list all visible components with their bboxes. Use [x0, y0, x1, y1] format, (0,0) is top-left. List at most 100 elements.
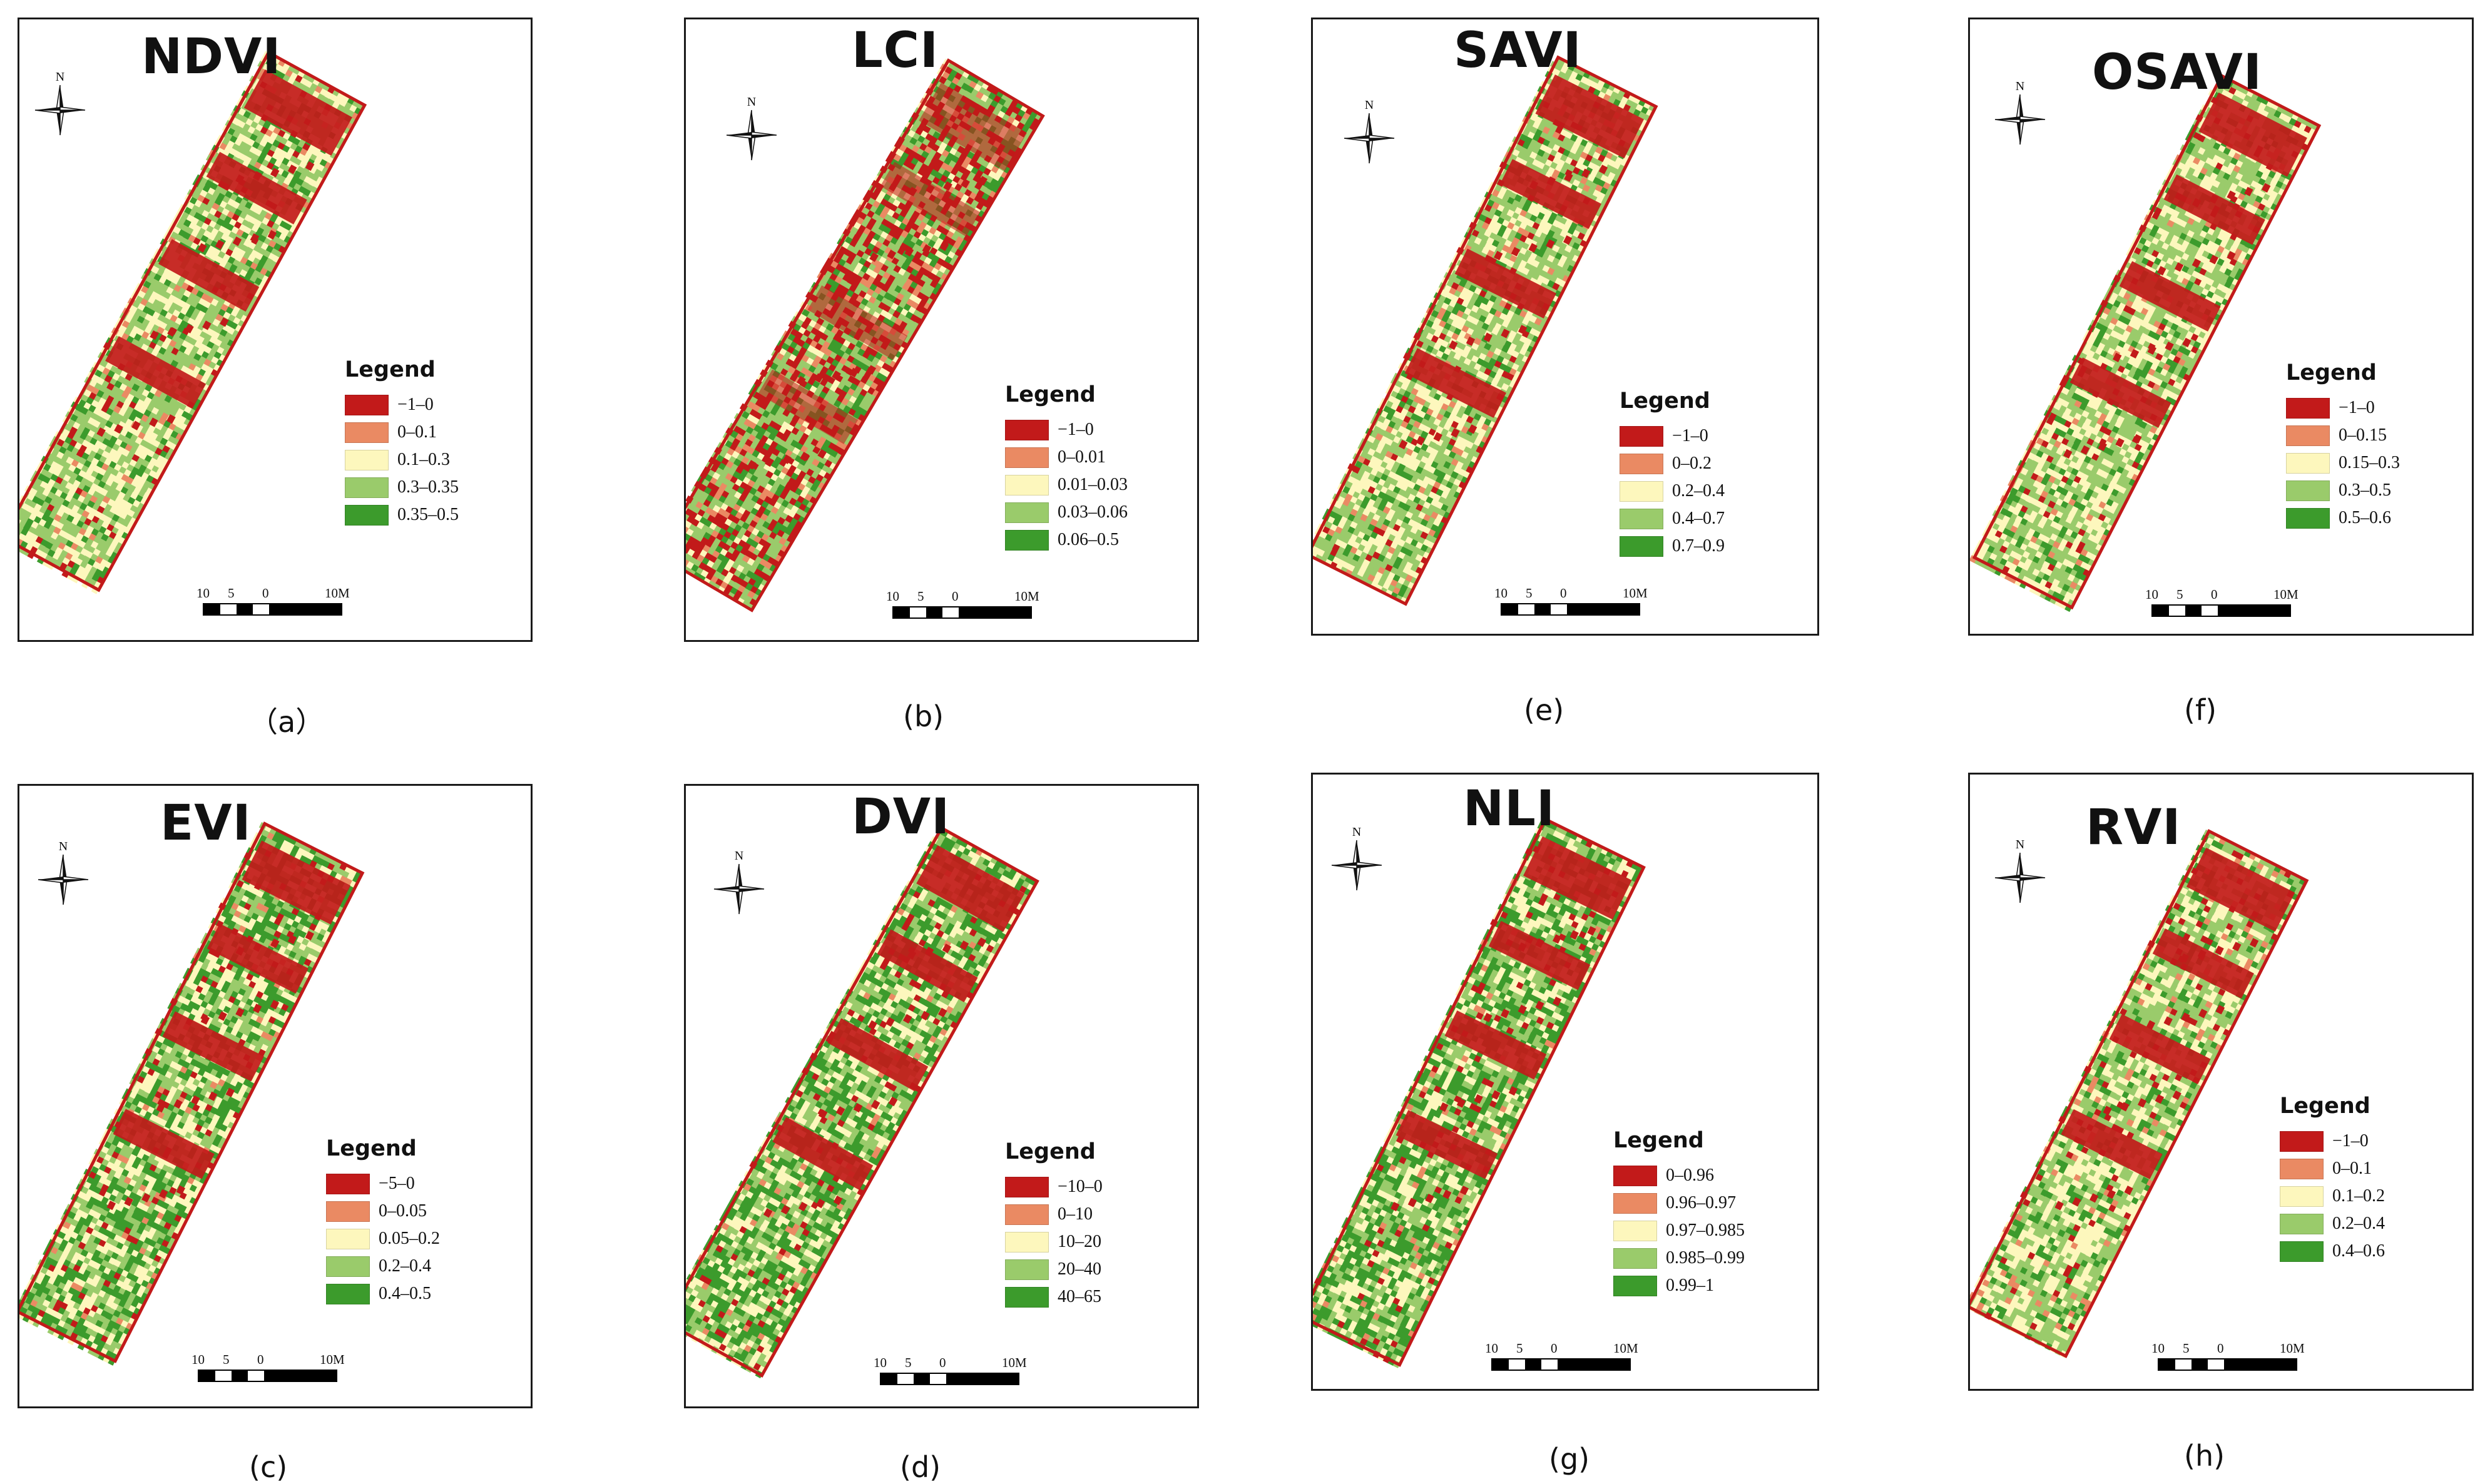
legend-swatch [1005, 502, 1049, 523]
legend-swatch [1005, 447, 1049, 468]
legend-label: −10–0 [1058, 1177, 1103, 1197]
legend-swatch [1005, 1177, 1049, 1197]
legend-swatch [326, 1174, 370, 1194]
scale-segments [2151, 604, 2291, 617]
scale-segments [2158, 1358, 2297, 1371]
legend-item: −1–0 [1005, 416, 1128, 444]
scale-segments [880, 1373, 1019, 1385]
legend-item: 0.99–1 [1613, 1272, 1745, 1299]
legend-label: 0.35–0.5 [397, 505, 459, 525]
scale-label: 5 [223, 1352, 230, 1368]
scale-segment [894, 607, 910, 617]
legend-swatch [2280, 1159, 2324, 1179]
field-strip [1313, 818, 1644, 1368]
legend-label: 0.97–0.985 [1666, 1221, 1745, 1241]
legend-swatch [1613, 1276, 1657, 1296]
map-title: SAVI [1454, 23, 1582, 79]
legend-label: −1–0 [397, 395, 434, 415]
legend-item: −1–0 [2286, 394, 2400, 422]
legend-item: −1–0 [1620, 422, 1725, 450]
legend-item: 0.97–0.985 [1613, 1217, 1745, 1244]
legend-swatch [2286, 480, 2330, 501]
legend-swatch [1620, 509, 1663, 529]
legend-item: 0.05–0.2 [326, 1225, 440, 1253]
field-strip [1970, 74, 2319, 612]
legend-title: Legend [326, 1136, 440, 1161]
legend-swatch [326, 1229, 370, 1249]
legend-item: −5–0 [326, 1170, 440, 1197]
legend-swatch [2286, 425, 2330, 446]
legend-label: 10–20 [1058, 1232, 1101, 1252]
panel-caption: (g) [1549, 1442, 1589, 1476]
scale-label: 0 [952, 589, 959, 604]
legend-label: 0–0.05 [379, 1201, 427, 1221]
legend-label: −5–0 [379, 1174, 415, 1194]
legend-swatch [345, 395, 389, 415]
map-title: NDVI [141, 29, 281, 85]
scale-label: 10M [320, 1352, 345, 1368]
scale-segment [2202, 606, 2218, 616]
legend-label: −1–0 [2339, 398, 2375, 418]
legend-item: 0.1–0.2 [2280, 1182, 2385, 1210]
legend-label: 0–0.15 [2339, 425, 2387, 445]
scale-segment [204, 604, 220, 614]
legend-label: 0.15–0.3 [2339, 453, 2400, 473]
legend-swatch [1005, 1232, 1049, 1253]
legend-title: Legend [2280, 1094, 2385, 1119]
scale-label: 0 [1560, 586, 1567, 601]
legend-item: 0–0.96 [1613, 1162, 1745, 1189]
legend-swatch [345, 477, 389, 498]
legend-swatch [2286, 453, 2330, 474]
legend-label: 0–0.96 [1666, 1166, 1714, 1186]
map-title: DVI [852, 789, 950, 845]
scale-segment [253, 604, 269, 614]
scale-label: 10 [874, 1355, 887, 1371]
legend-swatch [2286, 398, 2330, 419]
scale-segment [1518, 604, 1534, 614]
scale-label: 10M [1613, 1341, 1638, 1356]
scale-segment [2169, 606, 2185, 616]
legend-label: 0–0.2 [1672, 454, 1712, 474]
legend-title: Legend [1620, 389, 1725, 414]
scale-segments [198, 1370, 337, 1382]
legend-label: 0.4–0.5 [379, 1284, 431, 1304]
panel-caption: (f) [2184, 693, 2217, 727]
scale-label: 10M [1002, 1355, 1027, 1371]
scale-label: 5 [1526, 586, 1533, 601]
scale-label: 10 [196, 586, 210, 601]
field-map-c [19, 786, 533, 1408]
legend-label: 0.2–0.4 [2332, 1214, 2385, 1234]
field-map-a [19, 19, 533, 642]
legend-swatch [1613, 1221, 1657, 1241]
legend-label: −1–0 [1058, 420, 1094, 440]
scale-label: 0 [257, 1352, 264, 1368]
legend-swatch [1005, 420, 1049, 440]
legend-label: −1–0 [2332, 1131, 2369, 1151]
scale-label: 5 [917, 589, 924, 604]
scale-segments [1491, 1358, 1631, 1371]
scale-segment [1541, 1359, 1558, 1370]
legend-item: −1–0 [2280, 1127, 2385, 1155]
scale-label: 10M [1014, 589, 1039, 604]
panel-caption: (e) [1524, 693, 1564, 727]
scale-label: 0 [2211, 587, 2218, 602]
scale-segment [269, 604, 341, 614]
scale-segment [232, 1371, 248, 1381]
scale-segments [892, 606, 1032, 619]
legend-label: 0.05–0.2 [379, 1229, 440, 1249]
north-arrow-icon: N [1338, 98, 1401, 166]
legend-swatch [1613, 1166, 1657, 1186]
legend-swatch [326, 1201, 370, 1222]
scale-segment [2192, 1359, 2208, 1370]
legend-item: 0.06–0.5 [1005, 526, 1128, 554]
legend-item: 0–0.1 [345, 419, 459, 446]
scale-segment [1492, 1359, 1509, 1370]
